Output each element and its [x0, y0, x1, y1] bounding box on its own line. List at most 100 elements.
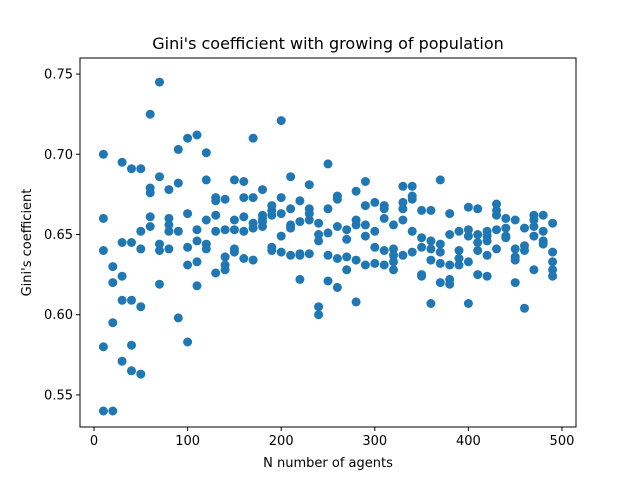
data-point [155, 246, 164, 255]
data-point [426, 244, 436, 254]
data-point [520, 303, 529, 313]
data-point [417, 271, 427, 281]
data-point [136, 369, 146, 379]
data-point [117, 238, 127, 247]
data-point [360, 220, 370, 230]
data-point [304, 180, 314, 190]
data-point [136, 226, 146, 236]
data-point [510, 244, 520, 254]
data-point [548, 218, 558, 228]
x-tick-label: 500 [550, 434, 575, 449]
data-point [389, 257, 398, 267]
data-point [417, 242, 427, 252]
data-point [286, 250, 296, 260]
data-point [435, 247, 445, 257]
data-point [239, 254, 249, 263]
data-point [398, 197, 408, 207]
data-point [201, 148, 211, 158]
data-point [435, 239, 445, 249]
data-point [183, 209, 193, 219]
data-point [360, 177, 370, 186]
data-point [276, 247, 286, 257]
data-point [482, 250, 492, 260]
data-point [407, 247, 417, 257]
data-point [463, 225, 473, 235]
data-point [145, 222, 155, 231]
data-point [501, 233, 511, 243]
x-tick-label: 0 [90, 434, 98, 449]
data-point [548, 265, 558, 275]
data-point [117, 295, 127, 305]
data-point [501, 213, 511, 223]
data-point [108, 318, 118, 328]
data-point [454, 260, 464, 270]
data-point [192, 236, 202, 246]
data-point [164, 226, 174, 236]
data-point [295, 196, 305, 206]
data-point [407, 226, 417, 236]
data-point [501, 223, 511, 233]
x-tick-label: 400 [456, 434, 481, 449]
data-point [136, 164, 146, 174]
data-point [314, 310, 324, 320]
data-point [239, 193, 249, 203]
data-point [183, 337, 193, 347]
data-point [192, 130, 202, 140]
data-point [407, 181, 417, 191]
y-tick-label: 0.70 [44, 148, 73, 163]
data-point [548, 257, 558, 267]
data-point [389, 265, 398, 275]
data-point [351, 255, 361, 265]
data-point [463, 231, 473, 241]
data-point [370, 258, 380, 268]
data-point [276, 116, 286, 126]
data-points [98, 77, 558, 416]
data-point [136, 244, 146, 254]
data-point [164, 244, 174, 254]
data-point [183, 260, 193, 270]
data-point [173, 178, 183, 188]
data-point [127, 164, 136, 174]
data-point [304, 209, 314, 219]
y-axis-ticks: 0.55 0.60 0.65 0.70 0.75 [44, 68, 80, 403]
data-point [426, 236, 436, 246]
data-point [248, 223, 258, 233]
data-point [314, 218, 324, 228]
data-point [379, 204, 389, 214]
data-point [351, 297, 361, 307]
data-point [398, 250, 408, 260]
data-point [463, 257, 473, 267]
data-point [117, 157, 127, 167]
data-point [520, 246, 529, 255]
data-point [407, 194, 417, 204]
data-point [173, 313, 183, 323]
data-point [492, 244, 501, 254]
data-point [548, 247, 558, 257]
data-point [548, 271, 558, 281]
data-point [379, 246, 389, 255]
data-point [155, 77, 164, 87]
data-point [220, 265, 230, 275]
data-point [248, 255, 258, 265]
data-point [454, 246, 464, 255]
data-point [98, 149, 108, 159]
data-point [98, 246, 108, 255]
data-point [473, 204, 483, 214]
data-point [454, 254, 464, 263]
data-point [192, 257, 202, 267]
data-point [127, 340, 136, 350]
x-tick-label: 100 [175, 434, 200, 449]
chart-title: Gini's coefficient with growing of popul… [152, 34, 504, 53]
data-point [155, 279, 164, 289]
data-point [463, 202, 473, 212]
data-point [127, 366, 136, 376]
data-point [426, 299, 436, 308]
data-point [108, 278, 118, 288]
data-point [529, 222, 539, 231]
data-point [360, 260, 370, 270]
data-point [454, 226, 464, 236]
data-point [435, 175, 445, 185]
data-point [445, 260, 455, 270]
data-point [117, 356, 127, 366]
